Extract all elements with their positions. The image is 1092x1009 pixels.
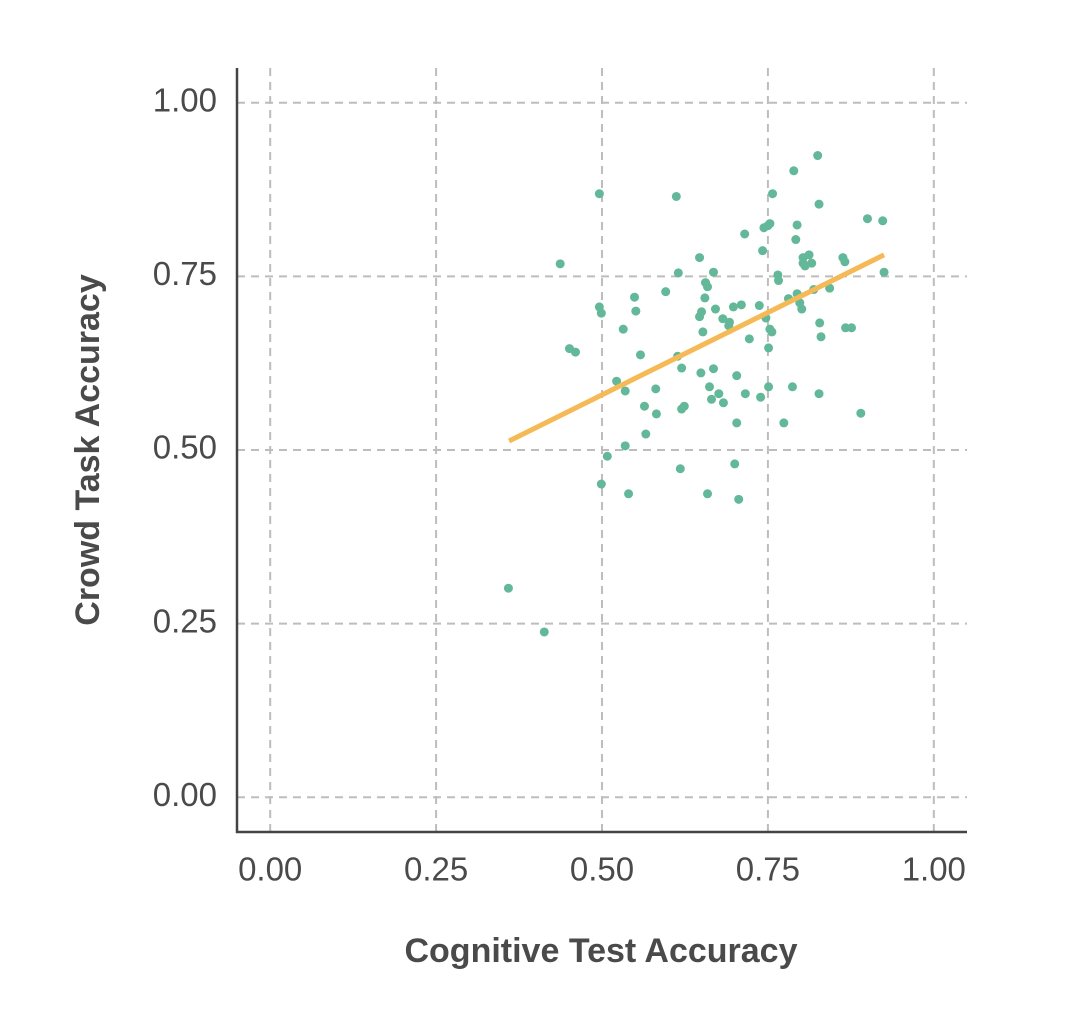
point	[697, 307, 707, 317]
point	[814, 389, 824, 399]
point	[768, 189, 778, 199]
point	[661, 287, 671, 297]
point	[825, 283, 835, 293]
point	[602, 451, 612, 461]
point	[758, 246, 768, 256]
point	[732, 371, 742, 381]
point	[787, 382, 797, 392]
point	[792, 220, 802, 230]
y-tick-label: 1.00	[153, 81, 217, 118]
point	[807, 258, 817, 268]
point	[618, 324, 628, 334]
point	[539, 627, 549, 637]
point	[703, 489, 713, 499]
point	[815, 318, 825, 328]
point	[671, 191, 681, 201]
point	[594, 189, 604, 199]
point	[813, 151, 823, 161]
point	[707, 394, 716, 404]
y-tick-label: 0.50	[153, 429, 217, 466]
x-tick-label: 0.00	[238, 851, 302, 888]
point	[728, 302, 738, 312]
point	[651, 384, 661, 394]
point	[862, 214, 872, 224]
y-tick-label: 0.75	[153, 255, 217, 292]
y-tick-label: 0.00	[153, 776, 217, 813]
point	[856, 408, 866, 418]
point	[816, 332, 826, 342]
point	[878, 216, 888, 226]
point	[708, 267, 718, 277]
point	[635, 350, 645, 360]
point	[679, 401, 689, 411]
point	[620, 386, 630, 396]
point	[641, 429, 651, 439]
point	[764, 343, 774, 353]
y-tick-label: 0.25	[153, 602, 217, 639]
y-axis-title: Crowd Task Accuracy	[69, 274, 107, 626]
fit-line	[507, 252, 886, 444]
point	[700, 293, 710, 303]
point	[740, 389, 750, 399]
point	[736, 300, 746, 310]
point	[764, 382, 774, 392]
point	[705, 382, 715, 392]
x-tick-label: 0.25	[404, 851, 468, 888]
point	[673, 268, 683, 278]
point	[675, 464, 685, 474]
point	[765, 219, 775, 229]
point	[734, 494, 744, 504]
point	[804, 250, 814, 260]
point	[620, 441, 630, 451]
point	[779, 418, 789, 428]
point	[797, 304, 807, 314]
point	[596, 479, 606, 489]
point	[698, 327, 708, 337]
point	[596, 308, 606, 318]
point	[774, 276, 784, 286]
point	[555, 259, 565, 269]
x-tick-label: 1.00	[902, 851, 966, 888]
point	[744, 334, 754, 344]
point	[630, 292, 640, 302]
point	[740, 229, 750, 239]
point	[754, 301, 764, 311]
point	[789, 166, 799, 176]
point	[814, 199, 824, 209]
point	[570, 347, 580, 357]
point	[503, 583, 513, 593]
point	[718, 314, 728, 324]
x-tick-label: 0.75	[736, 851, 800, 888]
point	[651, 409, 661, 419]
x-tick-label: 0.50	[570, 851, 634, 888]
point	[714, 389, 724, 399]
point	[631, 306, 641, 316]
point	[732, 418, 742, 428]
point	[847, 323, 857, 333]
point	[677, 363, 687, 373]
point	[840, 257, 850, 267]
point	[708, 364, 718, 374]
point	[703, 282, 713, 292]
point	[696, 368, 706, 378]
point	[718, 398, 728, 408]
point	[710, 304, 720, 314]
point	[879, 267, 889, 277]
point	[624, 489, 634, 499]
point	[791, 235, 801, 245]
x-axis-title: Cognitive Test Accuracy	[404, 932, 797, 970]
point	[695, 253, 705, 263]
point	[767, 327, 777, 337]
point	[730, 459, 740, 469]
point	[612, 376, 622, 386]
point	[639, 401, 649, 411]
point	[756, 392, 766, 402]
point	[724, 317, 734, 327]
